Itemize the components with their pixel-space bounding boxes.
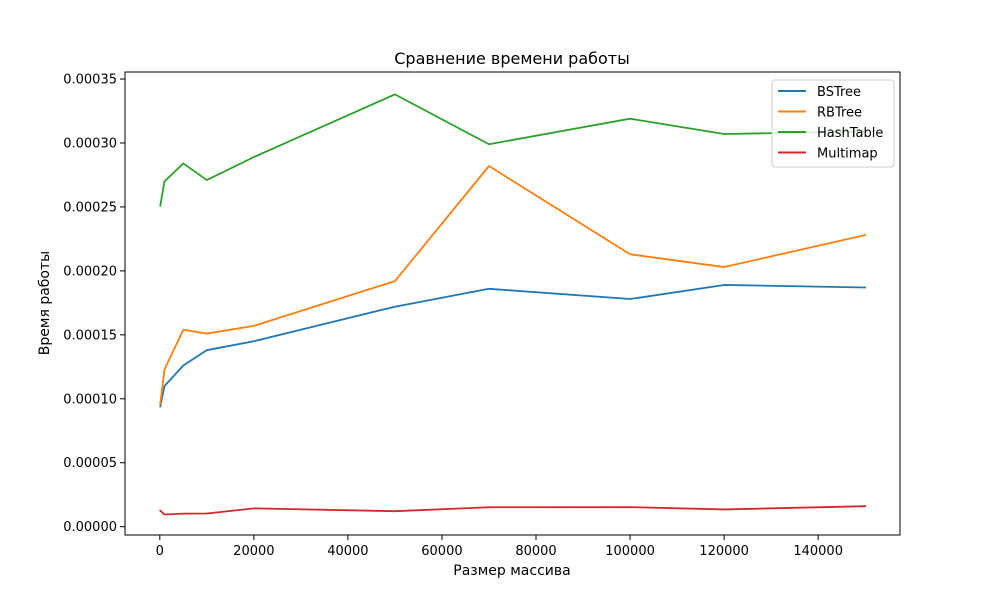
series-line-multimap	[158, 505, 867, 516]
y-axis-label: Время работы	[37, 251, 53, 355]
chart-title: Сравнение времени работы	[394, 49, 630, 68]
legend-label-multimap: Multimap	[817, 147, 878, 162]
y-tick-label: 0.00015	[63, 328, 117, 343]
x-axis: 0 20000 40000 60000 80000 100000 120000 140000	[156, 535, 843, 559]
series-line-hashtable	[159, 93, 867, 207]
y-tick-label: 0.00030	[63, 136, 117, 151]
plot-frame	[124, 71, 901, 536]
y-tick-label: 0.00035	[63, 73, 117, 88]
legend-box	[771, 79, 895, 168]
legend-label-rbtree: RBTree	[817, 106, 862, 121]
x-tick-label: 60000	[421, 544, 462, 559]
x-tick-label: 20000	[233, 544, 274, 559]
y-tick-label: 0.00000	[63, 520, 117, 535]
x-tick-label: 80000	[515, 544, 556, 559]
series-line-rbtree	[159, 165, 867, 405]
legend: BSTree RBTree HashTable Multimap	[771, 79, 895, 168]
series-line-bstree	[159, 284, 867, 408]
x-tick-label: 120000	[699, 544, 749, 559]
x-tick-label: 0	[156, 544, 164, 559]
y-tick-label: 0.00005	[63, 456, 117, 471]
x-tick-label: 140000	[793, 544, 843, 559]
y-tick-label: 0.00010	[63, 392, 117, 407]
legend-label-hashtable: HashTable	[817, 126, 883, 141]
x-tick-label: 40000	[327, 544, 368, 559]
legend-label-bstree: BSTree	[817, 85, 861, 100]
y-axis: 0.00000 0.00005 0.00010 0.00015 0.00020 0.000…	[63, 73, 125, 535]
x-tick-label: 100000	[605, 544, 655, 559]
y-tick-label: 0.00020	[63, 264, 117, 279]
y-tick-label: 0.00025	[63, 200, 117, 215]
series-layer	[158, 93, 867, 516]
x-axis-label: Размер массива	[453, 563, 570, 579]
